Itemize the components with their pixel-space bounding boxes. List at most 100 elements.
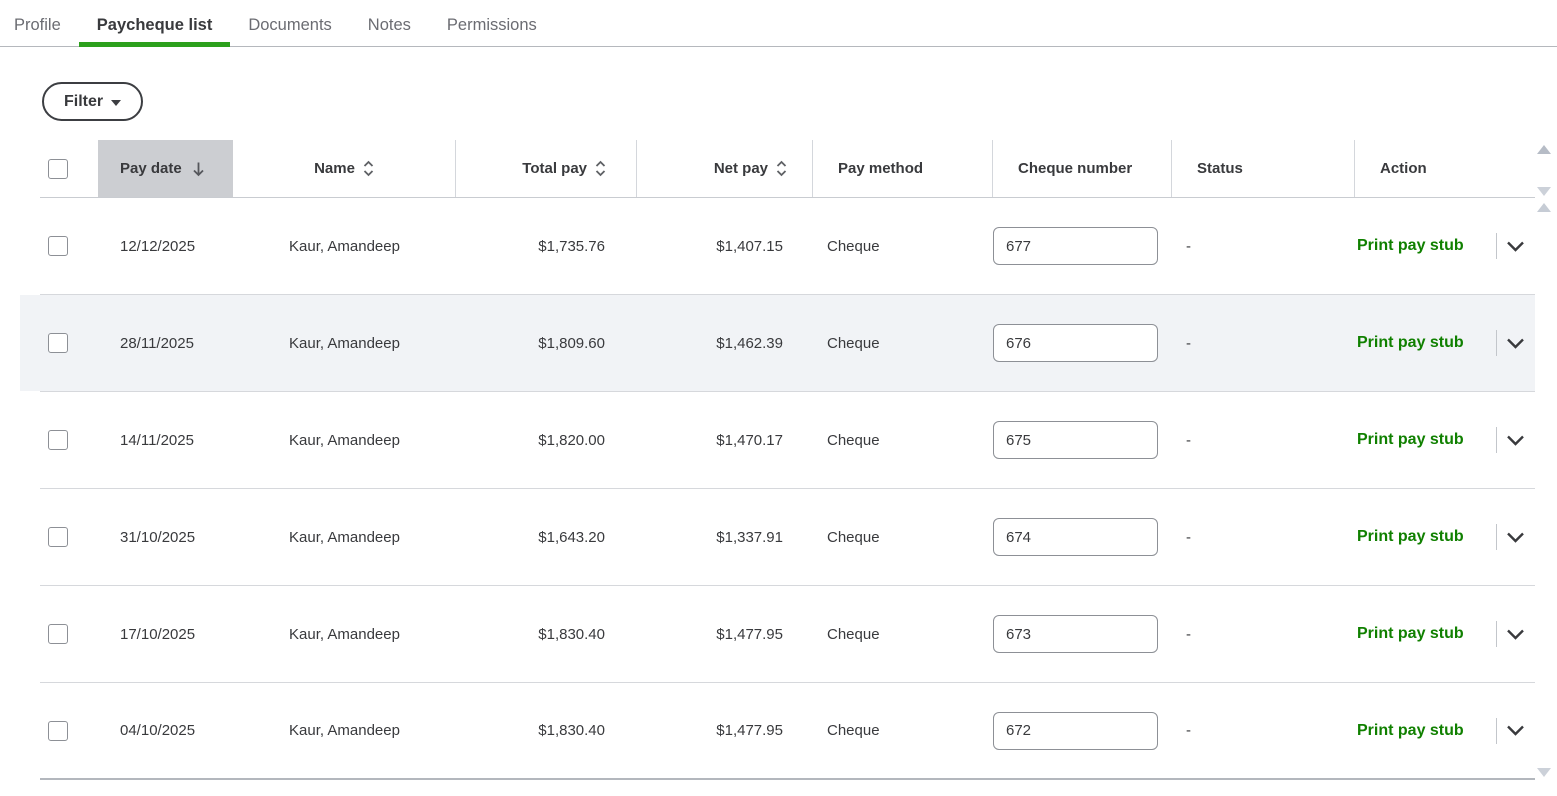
- column-header-status: Status: [1172, 140, 1355, 197]
- cheque-number-input[interactable]: [993, 227, 1158, 265]
- row-select-cell: [40, 236, 98, 256]
- filter-button[interactable]: Filter: [42, 82, 144, 121]
- paycheque-row: 17/10/2025 Kaur, Amandeep $1,830.40 $1,4…: [40, 586, 1535, 683]
- cheque-number-cell: [993, 227, 1172, 265]
- tab-label: Documents: [248, 16, 332, 34]
- tab-documents[interactable]: Documents: [230, 0, 349, 46]
- net-pay-cell: $1,407.15: [716, 237, 783, 255]
- pay-date-cell: 14/11/2025: [120, 431, 194, 449]
- tab-label: Paycheque list: [96, 16, 213, 34]
- row-select-cell: [40, 720, 98, 741]
- tab-label: Permissions: [446, 16, 537, 34]
- action-divider: [1495, 524, 1497, 550]
- tab-profile[interactable]: Profile: [14, 0, 79, 46]
- row-more-actions-button[interactable]: [1502, 237, 1529, 256]
- employee-name-cell: Kaur, Amandeep: [289, 431, 400, 449]
- row-more-actions-button[interactable]: [1502, 334, 1529, 353]
- cheque-number-cell: [993, 421, 1172, 459]
- row-more-actions-button[interactable]: [1502, 528, 1529, 547]
- pay-method-cell: Cheque: [827, 528, 880, 546]
- column-label-pay-date: Pay date: [120, 160, 182, 177]
- column-label-status: Status: [1197, 160, 1243, 177]
- row-more-actions-button[interactable]: [1502, 625, 1529, 644]
- status-cell: -: [1186, 237, 1191, 255]
- cheque-number-input[interactable]: [993, 711, 1158, 750]
- tab-permissions[interactable]: Permissions: [429, 0, 555, 46]
- column-header-net-pay[interactable]: Net pay: [637, 140, 813, 197]
- row-checkbox[interactable]: [48, 236, 68, 256]
- print-pay-stub-link[interactable]: Print pay stub: [1357, 334, 1464, 351]
- pay-method-cell: Cheque: [827, 237, 880, 255]
- tab-label: Profile: [14, 16, 61, 34]
- paycheque-row: 14/11/2025 Kaur, Amandeep $1,820.00 $1,4…: [40, 392, 1535, 489]
- employee-name-cell: Kaur, Amandeep: [289, 237, 400, 255]
- cheque-number-input[interactable]: [993, 324, 1158, 362]
- filter-button-label: Filter: [64, 92, 104, 110]
- row-checkbox[interactable]: [48, 527, 68, 547]
- scroll-down-arrow-icon[interactable]: [1537, 187, 1551, 196]
- print-pay-stub-link[interactable]: Print pay stub: [1357, 721, 1464, 739]
- cheque-number-input[interactable]: [993, 421, 1158, 459]
- print-pay-stub-link[interactable]: Print pay stub: [1357, 625, 1464, 642]
- tab-notes[interactable]: Notes: [350, 0, 429, 46]
- row-checkbox[interactable]: [48, 720, 68, 741]
- scroll-up-arrow-icon[interactable]: [1537, 145, 1551, 154]
- sort-descending-icon: [193, 162, 204, 176]
- cheque-number-cell: [993, 324, 1172, 362]
- cheque-number-input[interactable]: [993, 518, 1158, 556]
- column-label-cheque-number: Cheque number: [1018, 160, 1133, 177]
- total-pay-cell: $1,735.76: [538, 237, 605, 255]
- total-pay-cell: $1,830.40: [538, 722, 605, 739]
- print-pay-stub-link[interactable]: Print pay stub: [1357, 237, 1464, 254]
- net-pay-cell: $1,477.95: [716, 722, 783, 739]
- column-header-name[interactable]: Name: [233, 140, 456, 197]
- sort-both-icon: [595, 160, 606, 177]
- action-cell: Print pay stub: [1355, 330, 1535, 356]
- pay-date-cell: 04/10/2025: [120, 722, 196, 739]
- action-cell: Print pay stub: [1355, 717, 1535, 744]
- action-divider: [1495, 427, 1497, 453]
- paycheque-table: Pay date Name Total pay Net pay Pay meth…: [20, 140, 1535, 780]
- row-more-actions-button[interactable]: [1502, 431, 1529, 450]
- pay-date-cell: 17/10/2025: [120, 625, 196, 643]
- column-header-total-pay[interactable]: Total pay: [456, 140, 637, 197]
- action-divider: [1495, 233, 1497, 259]
- status-cell: -: [1186, 431, 1191, 449]
- action-cell: Print pay stub: [1355, 233, 1535, 259]
- table-header-row: Pay date Name Total pay Net pay Pay meth…: [40, 140, 1535, 198]
- total-pay-cell: $1,820.00: [538, 431, 605, 449]
- row-select-cell: [40, 333, 98, 353]
- row-checkbox[interactable]: [48, 430, 68, 450]
- select-all-checkbox[interactable]: [48, 158, 68, 179]
- row-select-cell: [40, 624, 98, 644]
- column-label-name: Name: [314, 160, 355, 177]
- cheque-number-input[interactable]: [993, 615, 1158, 653]
- action-cell: Print pay stub: [1355, 524, 1535, 550]
- pay-method-cell: Cheque: [827, 431, 880, 449]
- employee-name-cell: Kaur, Amandeep: [289, 528, 400, 546]
- paycheque-row: 31/10/2025 Kaur, Amandeep $1,643.20 $1,3…: [40, 489, 1535, 586]
- print-pay-stub-link[interactable]: Print pay stub: [1357, 528, 1464, 545]
- paycheque-row: 28/11/2025 Kaur, Amandeep $1,809.60 $1,4…: [20, 295, 1535, 392]
- chevron-down-icon: [1506, 435, 1524, 446]
- scroll-up-arrow-icon[interactable]: [1537, 203, 1551, 212]
- action-cell: Print pay stub: [1355, 427, 1535, 453]
- paycheque-row: 12/12/2025 Kaur, Amandeep $1,735.76 $1,4…: [40, 198, 1535, 295]
- caret-down-icon: [111, 99, 122, 106]
- sort-both-icon: [363, 160, 374, 177]
- status-cell: -: [1186, 334, 1191, 352]
- action-cell: Print pay stub: [1355, 621, 1535, 647]
- tab-paycheque-list[interactable]: Paycheque list: [78, 0, 231, 47]
- row-checkbox[interactable]: [48, 624, 68, 644]
- column-header-pay-date[interactable]: Pay date: [98, 140, 233, 197]
- print-pay-stub-link[interactable]: Print pay stub: [1357, 431, 1464, 448]
- column-header-cheque-number: Cheque number: [993, 140, 1172, 197]
- net-pay-cell: $1,470.17: [716, 431, 783, 449]
- scroll-down-arrow-icon[interactable]: [1537, 768, 1551, 777]
- column-header-select-all: [40, 140, 98, 197]
- column-label-pay-method: Pay method: [838, 160, 924, 177]
- sort-both-icon: [776, 160, 787, 177]
- row-more-actions-button[interactable]: [1502, 721, 1529, 740]
- pay-date-cell: 12/12/2025: [120, 237, 196, 255]
- row-checkbox[interactable]: [48, 333, 68, 353]
